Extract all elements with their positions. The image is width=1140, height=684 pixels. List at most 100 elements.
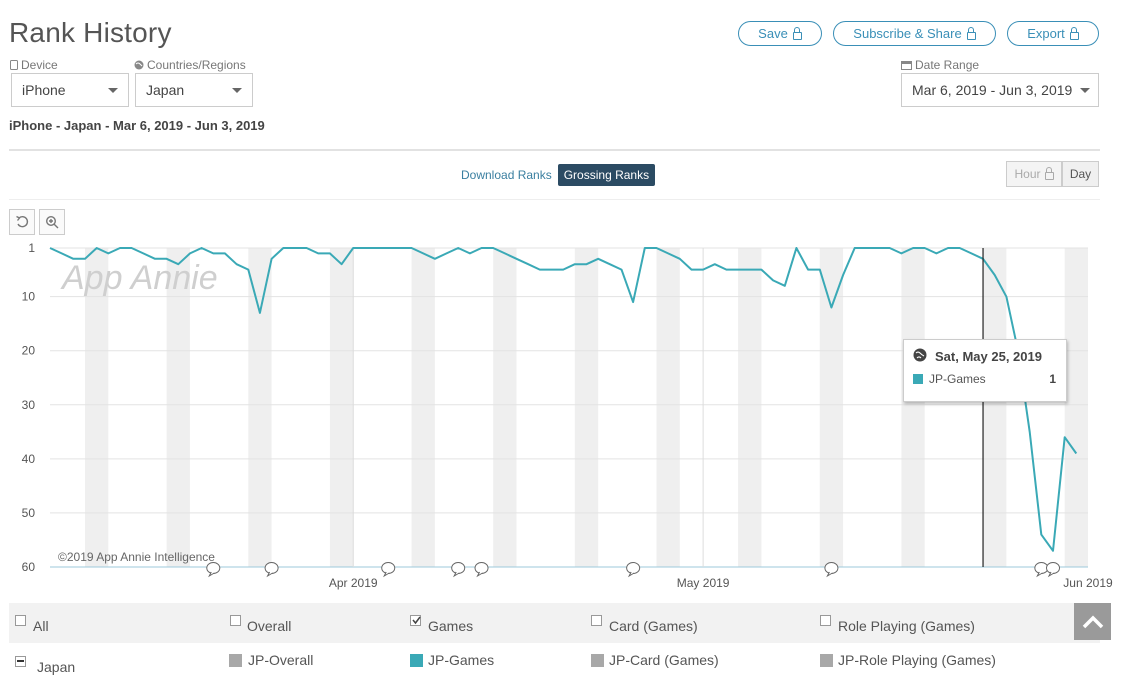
- y-tick-label: 60: [22, 560, 36, 574]
- chevron-down-icon: [232, 88, 242, 93]
- copyright-text: ©2019 App Annie Intelligence: [58, 550, 215, 564]
- annotation-bubble: [206, 562, 221, 574]
- annotation-bubble: [474, 562, 489, 574]
- save-button-label: Save: [758, 26, 788, 41]
- lock-icon: [1069, 26, 1079, 40]
- annotation-marker-icon[interactable]: [264, 562, 279, 578]
- chart-tooltip: Sat, May 25, 2019 JP-Games 1: [903, 339, 1067, 402]
- country-label: Countries/Regions: [134, 58, 246, 72]
- annotation-tail: [208, 571, 215, 578]
- chevron-down-icon: [108, 88, 118, 93]
- x-tick-label: May 2019: [677, 576, 730, 590]
- download-ranks-tab[interactable]: Download Ranks: [461, 168, 552, 182]
- annotation-tail: [266, 571, 273, 578]
- collapse-japan-toggle[interactable]: [15, 656, 26, 667]
- scroll-to-top-button[interactable]: [1074, 603, 1111, 640]
- export-button[interactable]: Export: [1007, 21, 1099, 46]
- annotation-marker-icon[interactable]: [1034, 562, 1049, 578]
- device-select-value: iPhone: [22, 82, 66, 98]
- lock-icon: [966, 26, 976, 40]
- globe-icon: [134, 60, 144, 70]
- annotation-marker-icon[interactable]: [474, 562, 489, 578]
- globe-icon: [913, 348, 927, 362]
- y-tick-label: 30: [22, 398, 36, 412]
- date-range-select[interactable]: Mar 6, 2019 - Jun 3, 2019: [901, 73, 1099, 107]
- swatch-jp-overall: [229, 654, 242, 667]
- zoom-in-icon: [45, 215, 59, 229]
- series-line-jp-games[interactable]: [49, 247, 1078, 552]
- rank-type-toggle: Download Ranks Grossing Ranks: [461, 164, 656, 186]
- swatch-jp-role-playing-games: [820, 654, 833, 667]
- weekend-band: [411, 248, 435, 567]
- rank-chart[interactable]: 1 10 20 30 40 50 60 Apr 2019 May 2019 Jun 2019 A…: [0, 236, 1140, 600]
- subscribe-share-button[interactable]: Subscribe & Share: [833, 21, 996, 46]
- hour-button-label: Hour: [1014, 167, 1041, 181]
- weekend-band: [901, 248, 925, 567]
- page-title: Rank History: [9, 17, 172, 48]
- checkbox-games[interactable]: [410, 615, 421, 626]
- annotation-bubble: [451, 562, 466, 574]
- annotation-tail: [627, 571, 635, 578]
- undo-icon: [16, 215, 29, 228]
- weekend-band: [1064, 248, 1088, 567]
- annotation-tail: [1047, 571, 1055, 578]
- legend-series-jp-games[interactable]: JP-Games: [428, 652, 495, 668]
- hour-button[interactable]: Hour: [1006, 161, 1062, 187]
- legend-series-jp-card-games[interactable]: JP-Card (Games): [609, 652, 719, 668]
- calendar-icon: [901, 61, 912, 70]
- legend-label-role-playing-games: Role Playing (Games): [838, 618, 975, 634]
- weekend-band: [166, 248, 190, 567]
- divider: [9, 149, 1100, 151]
- country-select-value: Japan: [146, 82, 185, 98]
- annotation-tail: [452, 571, 460, 578]
- chevron-down-icon: [1080, 88, 1090, 93]
- weekend-band: [248, 248, 272, 567]
- weekend-band: [983, 248, 1007, 567]
- weekend-band: [493, 248, 517, 567]
- legend-label-all: All: [33, 618, 49, 634]
- checkbox-all[interactable]: [15, 615, 26, 626]
- checkbox-overall[interactable]: [230, 615, 241, 626]
- device-select[interactable]: iPhone: [11, 73, 129, 107]
- annotation-marker-icon[interactable]: [626, 562, 641, 578]
- day-button[interactable]: Day: [1062, 161, 1099, 187]
- zoom-button[interactable]: [39, 209, 65, 235]
- y-tick-label: 1: [28, 241, 35, 255]
- tooltip-value: 1: [1049, 372, 1056, 386]
- country-select[interactable]: Japan: [135, 73, 253, 107]
- save-button[interactable]: Save: [738, 21, 822, 46]
- annotation-bubble: [264, 562, 279, 574]
- reset-zoom-button[interactable]: [9, 209, 35, 235]
- watermark: App Annie: [60, 259, 218, 297]
- legend-series-jp-role-playing-games[interactable]: JP-Role Playing (Games): [838, 652, 996, 668]
- annotation-bubble: [1046, 562, 1061, 574]
- annotation-marker-icon[interactable]: [1046, 562, 1061, 578]
- y-tick-label: 10: [22, 290, 36, 304]
- grossing-ranks-tab[interactable]: Grossing Ranks: [557, 164, 656, 186]
- checkbox-card-games[interactable]: [591, 615, 602, 626]
- day-button-label: Day: [1069, 167, 1092, 181]
- legend-category-row: All Overall Games Card (Games) Role Play…: [9, 603, 1100, 643]
- date-range-value: Mar 6, 2019 - Jun 3, 2019: [912, 82, 1073, 98]
- annotation-marker-icon[interactable]: [206, 562, 221, 578]
- weekend-band: [84, 248, 109, 567]
- weekend-band: [738, 248, 762, 567]
- annotation-marker-icon[interactable]: [451, 562, 466, 578]
- divider: [9, 199, 1100, 200]
- checkbox-role-playing-games[interactable]: [820, 615, 831, 626]
- legend-series-jp-overall[interactable]: JP-Overall: [248, 652, 314, 668]
- phone-icon: [10, 60, 18, 70]
- annotation-tail: [383, 571, 390, 578]
- annotation-marker-icon[interactable]: [381, 562, 396, 578]
- export-button-label: Export: [1027, 26, 1065, 41]
- annotation-marker-icon[interactable]: [824, 562, 839, 578]
- annotation-tail: [476, 571, 483, 578]
- annotation-bubble: [824, 562, 839, 574]
- subscribe-share-button-label: Subscribe & Share: [853, 26, 962, 41]
- weekend-band: [656, 248, 680, 567]
- lock-icon: [1044, 167, 1054, 180]
- tooltip-series-swatch: [913, 374, 923, 384]
- lock-icon: [792, 26, 802, 40]
- tooltip-series-name: JP-Games: [929, 372, 986, 386]
- legend-label-card-games: Card (Games): [609, 618, 698, 634]
